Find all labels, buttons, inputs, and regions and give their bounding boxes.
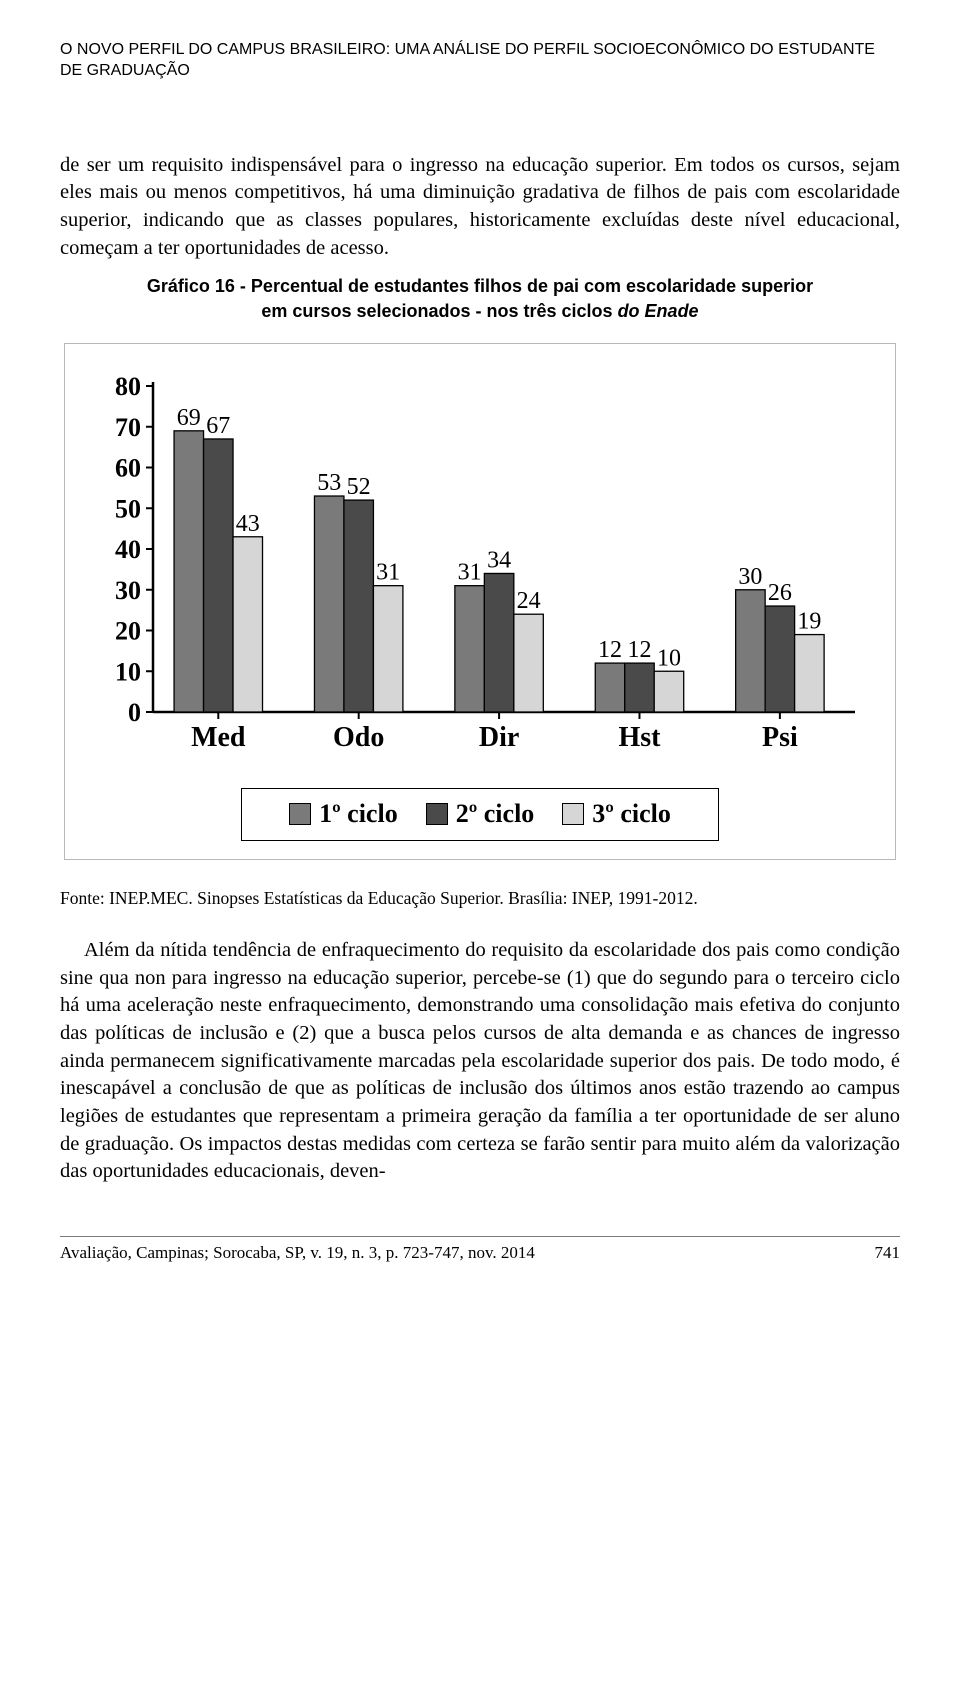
chart-title-line2b: do Enade [618,301,699,321]
svg-text:10: 10 [657,645,681,671]
svg-text:53: 53 [317,470,341,496]
svg-text:0: 0 [128,698,141,727]
page-footer: Avaliação, Campinas; Sorocaba, SP, v. 19… [60,1236,900,1263]
svg-text:12: 12 [627,637,651,663]
footer-citation: Avaliação, Campinas; Sorocaba, SP, v. 19… [60,1243,535,1263]
svg-text:Hst: Hst [618,722,661,753]
paragraph-2: Além da nítida tendência de enfraquecime… [60,937,900,1186]
svg-text:19: 19 [797,608,821,634]
svg-text:40: 40 [115,535,141,564]
svg-text:10: 10 [115,657,141,686]
running-header: O NOVO PERFIL DO CAMPUS BRASILEIRO: UMA … [60,40,900,82]
svg-text:12: 12 [598,637,622,663]
svg-text:Med: Med [191,722,246,753]
legend-label: 3º ciclo [592,799,671,829]
svg-text:Psi: Psi [762,722,798,753]
svg-text:31: 31 [376,560,400,586]
svg-text:Odo: Odo [333,722,384,753]
svg-text:43: 43 [236,511,260,537]
chart-title: Gráfico 16 - Percentual de estudantes fi… [90,274,870,323]
svg-text:20: 20 [115,616,141,645]
svg-text:26: 26 [768,580,792,606]
svg-text:Dir: Dir [479,722,519,753]
svg-text:30: 30 [738,564,762,590]
svg-text:50: 50 [115,494,141,523]
legend-item: 2º ciclo [426,799,535,829]
chart-container: 01020304050607080696743Med535231Odo31342… [64,343,896,860]
chart-title-line2a: em cursos selecionados - nos três ciclos [261,301,617,321]
legend-label: 1º ciclo [319,799,398,829]
legend-swatch [289,803,311,825]
legend-item: 1º ciclo [289,799,398,829]
svg-text:70: 70 [115,413,141,442]
svg-text:31: 31 [458,560,482,586]
bar-chart: 01020304050607080696743Med535231Odo31342… [95,358,865,758]
svg-text:34: 34 [487,547,511,573]
footer-page-number: 741 [875,1243,901,1263]
svg-text:67: 67 [206,413,230,439]
legend: 1º ciclo 2º ciclo 3º ciclo [241,788,719,841]
legend-item: 3º ciclo [562,799,671,829]
svg-text:80: 80 [115,372,141,401]
legend-swatch [562,803,584,825]
legend-swatch [426,803,448,825]
svg-text:30: 30 [115,576,141,605]
svg-text:24: 24 [517,588,541,614]
svg-text:60: 60 [115,453,141,482]
source-citation: Fonte: INEP.MEC. Sinopses Estatísticas d… [60,888,900,909]
paragraph-1: de ser um requisito indispensável para o… [60,152,900,263]
svg-text:52: 52 [347,474,371,500]
legend-label: 2º ciclo [456,799,535,829]
chart-title-line1: Gráfico 16 - Percentual de estudantes fi… [147,276,813,296]
svg-text:69: 69 [177,405,201,431]
